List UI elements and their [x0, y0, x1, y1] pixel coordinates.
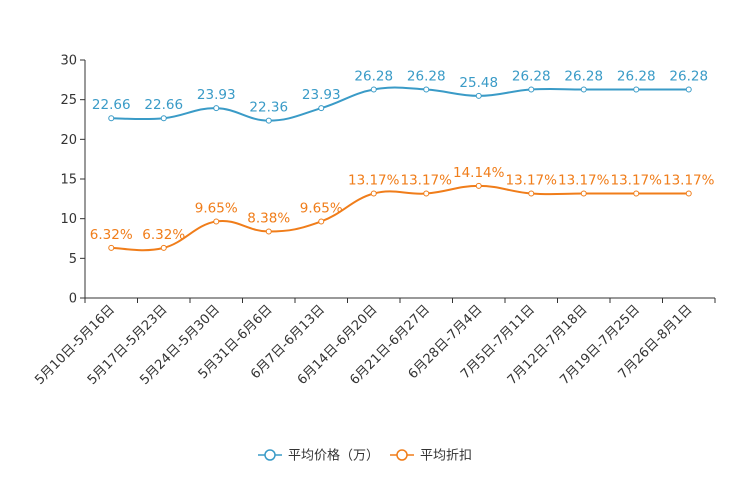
data-label: 23.93	[302, 87, 341, 103]
y-tick-label: 5	[69, 252, 77, 267]
data-label: 13.17%	[401, 173, 453, 189]
data-point[interactable]	[160, 115, 167, 122]
data-point[interactable]	[685, 190, 692, 197]
y-tick-label: 15	[60, 173, 77, 188]
series-layer	[108, 86, 692, 252]
data-point[interactable]	[685, 86, 692, 93]
y-tick-label: 10	[60, 212, 77, 227]
data-label: 14.14%	[453, 165, 505, 181]
legend[interactable]: 平均价格（万） 平均折扣	[258, 448, 472, 464]
data-label: 26.28	[512, 69, 551, 85]
data-point[interactable]	[423, 190, 430, 197]
data-point[interactable]	[265, 117, 272, 124]
data-label: 13.17%	[663, 173, 715, 189]
legend-label: 平均价格（万）	[288, 448, 379, 464]
data-point[interactable]	[160, 244, 167, 251]
data-point[interactable]	[318, 218, 325, 225]
data-point[interactable]	[370, 86, 377, 93]
data-label: 22.66	[92, 97, 131, 113]
data-label: 13.17%	[506, 173, 558, 189]
data-label: 26.28	[617, 69, 656, 85]
data-label: 13.17%	[348, 173, 400, 189]
series-line-0	[111, 86, 689, 122]
data-label: 23.93	[197, 87, 236, 103]
data-point[interactable]	[475, 182, 482, 189]
data-point[interactable]	[528, 190, 535, 197]
data-point[interactable]	[108, 244, 115, 251]
axes-layer: 0510152025305月10日-5月16日5月17日-5月23日5月24日-…	[32, 54, 716, 388]
data-label: 8.38%	[247, 211, 290, 227]
data-label: 6.32%	[90, 227, 133, 243]
data-point[interactable]	[580, 86, 587, 93]
data-point[interactable]	[633, 190, 640, 197]
data-label: 26.28	[564, 69, 603, 85]
data-point[interactable]	[423, 86, 430, 93]
data-labels-layer: 22.66 22.66 23.93 22.36 23.93 26.28 26.28 25.48…	[90, 69, 715, 243]
legend-item-1[interactable]: 平均折扣	[390, 449, 472, 464]
data-label: 22.66	[144, 97, 183, 113]
data-label: 22.36	[249, 100, 288, 116]
data-point[interactable]	[475, 92, 482, 99]
y-tick-label: 0	[69, 292, 77, 307]
data-label: 25.48	[459, 75, 498, 91]
legend-item-0[interactable]: 平均价格（万）	[258, 448, 379, 464]
data-point[interactable]	[370, 190, 377, 197]
legend-label: 平均折扣	[420, 449, 472, 464]
data-label: 13.17%	[558, 173, 610, 189]
legend-marker	[264, 449, 276, 461]
data-point[interactable]	[213, 105, 220, 112]
y-tick-label: 20	[60, 133, 77, 148]
data-label: 26.28	[669, 69, 708, 85]
data-point[interactable]	[318, 105, 325, 112]
data-point[interactable]	[528, 86, 535, 93]
data-label: 13.17%	[611, 173, 663, 189]
y-tick-label: 25	[60, 93, 77, 108]
data-label: 9.65%	[195, 200, 238, 216]
data-label: 9.65%	[300, 200, 343, 216]
legend-marker	[396, 449, 408, 461]
data-point[interactable]	[265, 228, 272, 235]
data-point[interactable]	[580, 190, 587, 197]
y-tick-label: 30	[60, 54, 77, 69]
data-point[interactable]	[108, 115, 115, 122]
data-label: 26.28	[407, 69, 446, 85]
data-point[interactable]	[633, 86, 640, 93]
data-label: 6.32%	[142, 227, 185, 243]
data-label: 26.28	[354, 69, 393, 85]
data-point[interactable]	[213, 218, 220, 225]
series-line-1	[111, 184, 689, 252]
